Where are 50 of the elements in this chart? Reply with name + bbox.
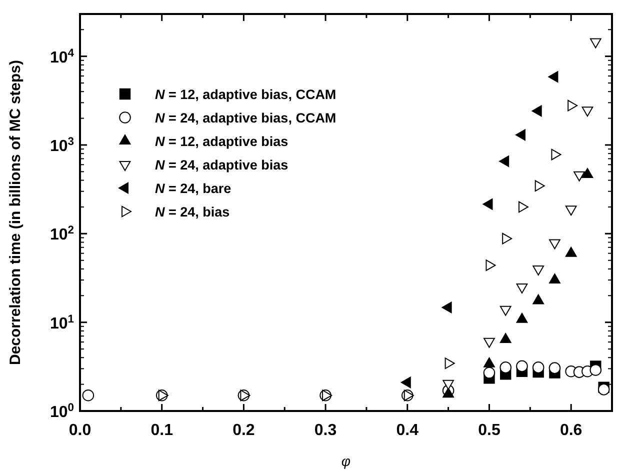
point bbox=[582, 106, 594, 117]
legend-label: N = 24, adaptive bias, CCAM bbox=[155, 110, 336, 126]
point bbox=[502, 232, 512, 244]
legend-label: N = 24, bare bbox=[155, 181, 232, 196]
point bbox=[442, 388, 454, 398]
y-tick-label: 10$^{2}$ bbox=[50, 224, 74, 244]
legend-label: N = 12, adaptive bias bbox=[155, 134, 288, 149]
point bbox=[574, 171, 585, 182]
point bbox=[483, 366, 496, 379]
legend-label: N = 24, adaptive bias bbox=[155, 158, 288, 172]
point bbox=[322, 390, 332, 402]
x-tick-label: 0.4 bbox=[396, 422, 419, 439]
point bbox=[549, 239, 560, 250]
point bbox=[565, 206, 577, 216]
x-tick-label: 0.1 bbox=[150, 422, 174, 439]
point bbox=[532, 362, 544, 374]
point bbox=[240, 390, 250, 402]
point bbox=[568, 100, 578, 112]
point bbox=[590, 38, 602, 48]
x-tick-label: 0.6 bbox=[560, 422, 582, 439]
point bbox=[598, 384, 610, 396]
x-tick-label: 0.2 bbox=[232, 422, 255, 439]
point bbox=[532, 265, 544, 276]
point bbox=[500, 362, 512, 374]
y-axis-title: Decorrelation time (in billions of MC steps) bbox=[7, 60, 24, 366]
x-tick-label: 0.5 bbox=[478, 422, 500, 439]
point bbox=[500, 306, 512, 316]
y-tick-label: 10$^{4}$ bbox=[50, 47, 75, 66]
x-tick-label: 0.3 bbox=[314, 422, 337, 439]
point bbox=[516, 284, 528, 294]
point bbox=[516, 360, 528, 372]
point bbox=[484, 338, 495, 348]
x-axis-title: φ bbox=[341, 453, 351, 469]
point bbox=[158, 390, 168, 402]
point bbox=[590, 364, 602, 376]
y-tick-label: 10$^{3}$ bbox=[50, 136, 74, 155]
y-tick-label: 10$^{1}$ bbox=[50, 313, 74, 332]
legend-label: N = 12, adaptive bias, CCAM bbox=[155, 87, 336, 102]
point bbox=[548, 362, 561, 374]
point bbox=[404, 390, 414, 402]
point bbox=[551, 148, 562, 160]
point bbox=[518, 201, 528, 213]
point bbox=[442, 380, 454, 390]
x-tick-label: 0.0 bbox=[68, 422, 92, 439]
point bbox=[500, 333, 512, 344]
point bbox=[444, 358, 455, 370]
point bbox=[534, 180, 545, 192]
y-tick-label: 10$^{0}$ bbox=[50, 402, 74, 421]
point bbox=[486, 260, 496, 271]
legend-label: N = 24, bias bbox=[155, 204, 230, 220]
